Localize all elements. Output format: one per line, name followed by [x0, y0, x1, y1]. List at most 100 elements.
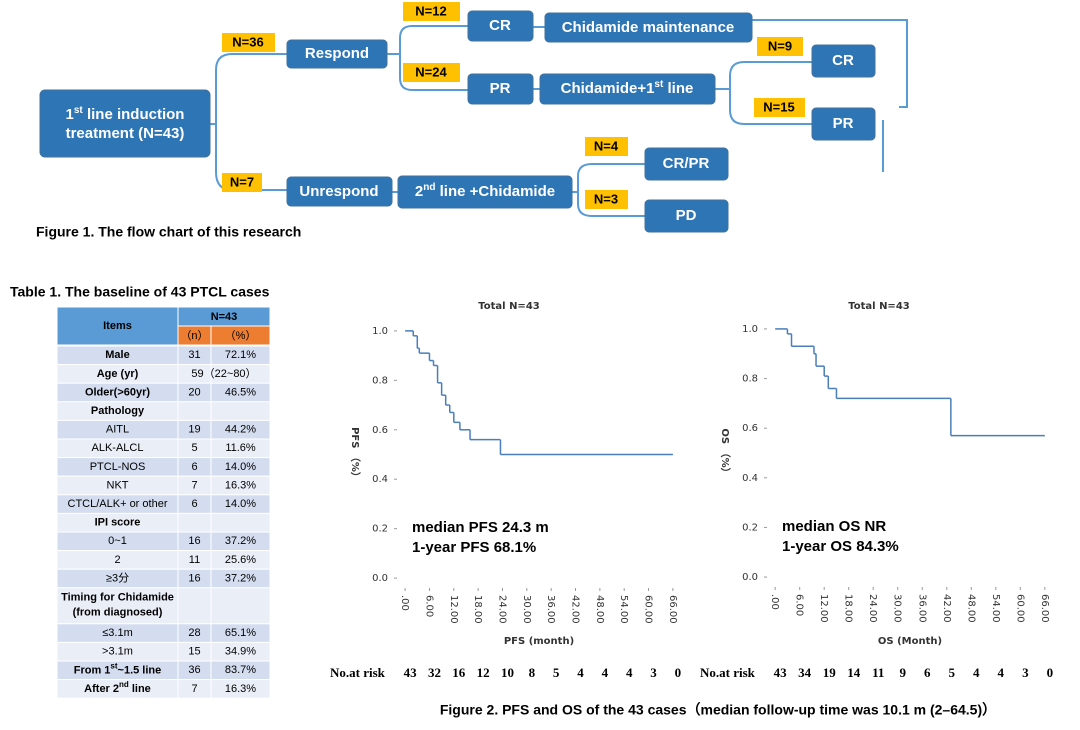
x-tick-label: 54.00	[990, 594, 1001, 623]
row-label: Older(>60yr)	[85, 386, 150, 398]
x-tick-label: 18.00	[472, 595, 483, 624]
count: N=9	[768, 38, 792, 53]
row-label: ≤3.1m	[102, 627, 133, 639]
node	[644, 199, 729, 233]
x-tick-label: 60.00	[643, 595, 654, 624]
row-label: After 2nd line	[84, 680, 151, 695]
node-label: Respond	[305, 45, 369, 62]
header-text: （%）	[225, 329, 257, 342]
node-label: 1st line induction	[66, 105, 185, 123]
cell	[210, 512, 271, 533]
brace	[715, 61, 812, 125]
cell-text: 44.2%	[225, 424, 256, 436]
header-text: （n）	[180, 329, 208, 342]
row-label: Pathology	[91, 405, 145, 417]
risk-count: 4	[602, 665, 609, 680]
risk-count: 0	[675, 665, 682, 680]
y-tick-label: 0.8	[372, 375, 388, 386]
risk-count: 43	[404, 665, 418, 680]
count-tag	[222, 33, 275, 52]
node-label: Chidamide+1st line	[561, 79, 694, 97]
row-label: Male	[105, 349, 129, 361]
sup: st	[654, 79, 664, 90]
text: 2	[415, 183, 423, 200]
node	[539, 73, 716, 105]
x-tick-label: 54.00	[618, 595, 629, 624]
y-tick-label: 0.2	[742, 522, 758, 533]
cell	[210, 587, 271, 625]
count: N=36	[232, 34, 263, 49]
figure-caption: Figure 2. PFS and OS of the 43 cases（med…	[440, 702, 996, 718]
bracket	[752, 19, 908, 172]
node-label: CR/PR	[663, 155, 710, 172]
node-label: treatment (N=43)	[66, 125, 185, 142]
count: N=4	[594, 138, 619, 153]
annotation: 1-year PFS 68.1%	[412, 539, 536, 556]
text: ~1.5 line	[118, 664, 162, 676]
cell-text: 11	[189, 554, 200, 566]
count: N=7	[230, 174, 254, 189]
node	[397, 175, 573, 209]
risk-count: 0	[1047, 665, 1054, 680]
x-tick-label: 12.00	[818, 594, 829, 623]
x-tick-label: 36.00	[545, 595, 556, 624]
y-tick-label: 0.8	[742, 374, 758, 385]
cell-text: 7	[191, 683, 197, 695]
risk-label: No.at risk	[700, 665, 756, 680]
node	[467, 10, 534, 42]
y-tick-label: 0.6	[372, 425, 388, 436]
text: Chidamide+1	[561, 80, 655, 97]
cell-text: 16.3%	[225, 683, 256, 695]
cell-text: 16	[188, 535, 200, 547]
connectors	[210, 19, 908, 217]
cell	[177, 512, 212, 533]
node	[544, 12, 753, 43]
x-axis-label: PFS (month)	[504, 636, 574, 647]
risk-count: 16	[452, 665, 466, 680]
risk-count: 14	[847, 665, 861, 680]
count-tag	[585, 137, 628, 156]
x-tick-label: 36.00	[916, 594, 927, 623]
node-label: PR	[833, 115, 854, 132]
node-label: CR	[832, 52, 854, 69]
y-tick-label: 0.0	[372, 573, 388, 584]
count-tag	[757, 37, 803, 56]
x-axis-label: OS (Month)	[878, 636, 942, 647]
brace	[387, 25, 468, 91]
row-label: NKT	[107, 479, 129, 491]
x-tick-label: 24.00	[496, 595, 507, 624]
risk-count: 3	[1022, 665, 1029, 680]
x-tick-label: 6.00	[794, 594, 805, 616]
count-tag	[403, 2, 460, 21]
cell	[210, 401, 271, 421]
y-axis-label: PFS （%）	[349, 427, 362, 482]
count: N=12	[415, 3, 446, 18]
header-text: N=43	[211, 311, 238, 323]
row-label: ALK-ALCL	[92, 442, 144, 454]
cell-text: 6	[191, 461, 197, 473]
cell-text: 6	[191, 498, 197, 510]
node-label: PR	[490, 80, 511, 97]
cell-text: 37.2%	[225, 572, 256, 584]
risk-count: 6	[924, 665, 931, 680]
brace	[210, 53, 287, 191]
figure-caption: Figure 1. The flow chart of this researc…	[36, 224, 301, 240]
risk-count: 3	[650, 665, 657, 680]
header-text: Items	[103, 320, 132, 332]
y-tick-label: 0.2	[372, 524, 388, 535]
y-tick-label: 0.4	[372, 474, 388, 485]
cell-text: 72.1%	[225, 349, 256, 361]
cell-text: 59（22~80）	[191, 367, 256, 380]
row-label: From 1st~1.5 line	[74, 661, 162, 676]
cell-text: 16.3%	[225, 479, 256, 491]
row-label: PTCL-NOS	[90, 461, 146, 473]
sup: nd	[119, 680, 129, 689]
count-tag	[403, 63, 460, 82]
node	[644, 147, 729, 181]
risk-label: No.at risk	[330, 665, 386, 680]
node	[811, 44, 876, 78]
annotation: median OS NR	[782, 518, 886, 535]
x-tick-label: 48.00	[965, 594, 976, 623]
x-tick-label: 66.00	[1039, 594, 1050, 623]
chart-title: Total N=43	[848, 301, 910, 312]
